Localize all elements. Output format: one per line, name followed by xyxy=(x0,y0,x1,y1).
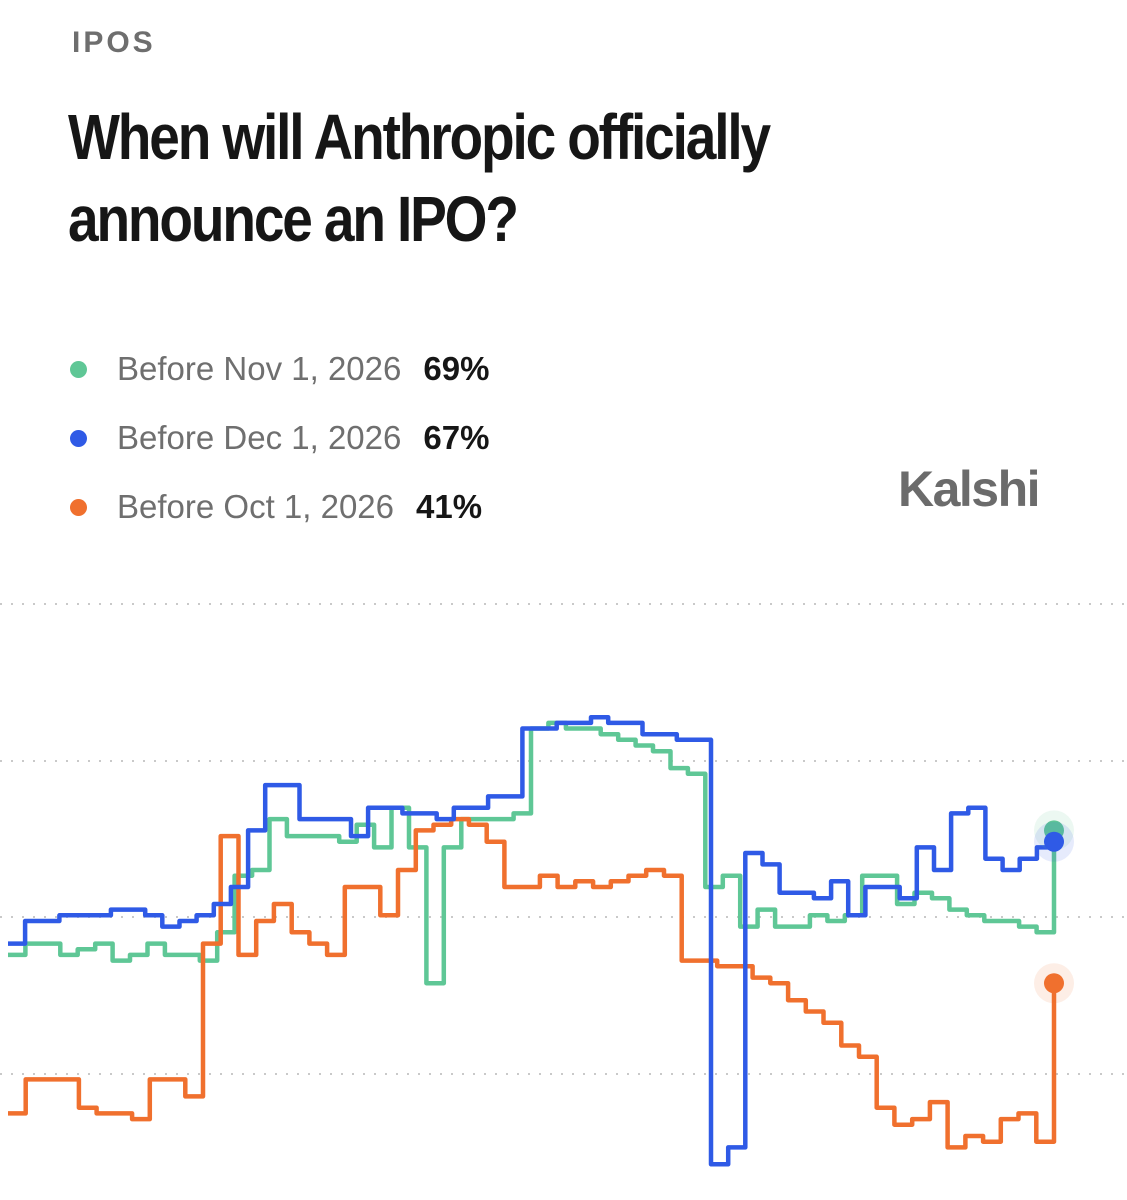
series-line-2 xyxy=(8,816,1057,1150)
endpoint-marker xyxy=(1044,973,1064,994)
chart-title: When will Anthropic officially announce … xyxy=(68,101,771,255)
legend-item-nov[interactable]: Before Nov 1, 2026 69% xyxy=(70,345,489,393)
legend-item-oct[interactable]: Before Oct 1, 2026 41% xyxy=(70,483,489,531)
legend-label: Before Oct 1, 2026 xyxy=(117,488,395,525)
legend-value: 69% xyxy=(423,350,490,387)
endpoint-marker xyxy=(1044,831,1064,852)
kalshi-logo: Kalshi xyxy=(898,461,1041,517)
series-line-0 xyxy=(8,720,1057,986)
category-label: IPOS xyxy=(72,26,156,59)
legend-label: Before Dec 1, 2026 xyxy=(117,419,402,456)
legend: Before Nov 1, 2026 69% Before Dec 1, 202… xyxy=(70,345,489,552)
legend-dot-icon xyxy=(70,360,87,378)
legend-item-dec[interactable]: Before Dec 1, 2026 67% xyxy=(70,414,489,462)
legend-label: Before Nov 1, 2026 xyxy=(117,350,402,387)
legend-dot-icon xyxy=(70,498,87,516)
legend-dot-icon xyxy=(70,429,87,447)
series-line-1 xyxy=(8,714,1057,1167)
legend-value: 67% xyxy=(423,419,490,456)
line-chart xyxy=(0,603,1127,1167)
legend-value: 41% xyxy=(416,488,483,525)
